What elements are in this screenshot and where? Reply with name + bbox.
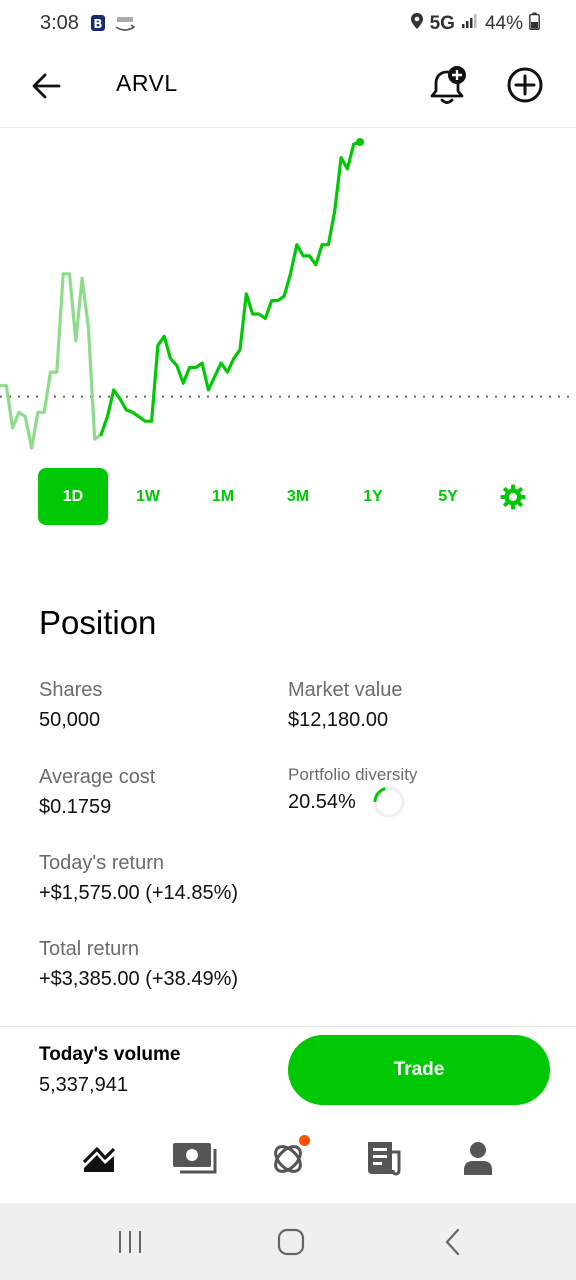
portfolio-diversity-value: 20.54% (288, 791, 356, 813)
current-price-dot (356, 138, 364, 146)
todays-volume-value: 5,337,941 (39, 1074, 128, 1096)
chart-settings-button[interactable] (500, 484, 526, 510)
market-value-value: $12,180.00 (288, 709, 389, 731)
tab-crypto[interactable] (268, 1135, 310, 1178)
back-arrow-icon (32, 73, 61, 99)
todays-return-value: +$1,575.00 (+14.85%) (39, 882, 239, 904)
ticker-title: ARVL (116, 70, 178, 96)
shares-value: 50,000 (39, 709, 101, 731)
portfolio-diversity-label: Portfolio diversity (288, 765, 418, 784)
price-chart[interactable] (0, 130, 576, 460)
average-cost-value: $0.1759 (39, 796, 112, 818)
portfolio-diversity-ring (373, 786, 405, 818)
chart-icon (82, 1147, 116, 1172)
add-to-list-button[interactable] (504, 64, 546, 106)
diversity-ring-fill (373, 786, 405, 818)
location-icon (410, 12, 424, 36)
system-navigation-bar (0, 1203, 576, 1280)
range-tab-1d[interactable]: 1D (38, 468, 108, 525)
range-tab-1m[interactable]: 1M (211, 487, 235, 505)
home-icon (277, 1228, 305, 1256)
crypto-icon (274, 1145, 302, 1173)
range-selector: 1D 1W 1M 3M 1Y 5Y (38, 468, 538, 526)
total-return-label: Total return (39, 938, 140, 960)
back-icon (445, 1228, 460, 1256)
relay-app-icon (114, 14, 136, 37)
signal-icon (461, 13, 479, 35)
news-icon (368, 1142, 401, 1176)
app-header: ARVL (0, 48, 576, 128)
tab-investing[interactable] (79, 1138, 119, 1178)
tab-account[interactable] (458, 1138, 498, 1178)
todays-volume-label: Today's volume (39, 1044, 181, 1065)
battery-percent: 44% (484, 13, 523, 34)
bottom-tab-bar (0, 1120, 576, 1200)
add-circle-icon (507, 67, 543, 103)
section-divider (0, 1026, 576, 1027)
pre-market-price-line (0, 272, 103, 450)
todays-return-label: Today's return (39, 852, 164, 874)
add-alert-button[interactable] (428, 64, 468, 108)
account-icon (464, 1142, 492, 1175)
regular-session-price-line (99, 140, 362, 437)
recents-button[interactable] (110, 1225, 150, 1259)
range-tab-1w[interactable]: 1W (136, 487, 160, 505)
gear-icon (500, 484, 526, 510)
battery-icon (529, 12, 540, 36)
home-button[interactable] (271, 1225, 311, 1259)
cash-icon (173, 1143, 217, 1174)
back-button[interactable] (26, 66, 66, 106)
network-type: 5G (429, 13, 455, 34)
status-indicators: 5G 44% (410, 12, 540, 36)
status-time: 3:08 (40, 12, 79, 34)
trade-button[interactable]: Trade (288, 1035, 550, 1105)
tab-cash[interactable] (172, 1138, 218, 1178)
position-title: Position (39, 604, 157, 641)
average-cost-label: Average cost (39, 766, 156, 788)
b-app-icon: B (90, 14, 106, 37)
range-tab-5y[interactable]: 5Y (438, 487, 458, 505)
crypto-notification-dot (299, 1135, 310, 1146)
range-tab-1y[interactable]: 1Y (363, 487, 383, 505)
system-back-button[interactable] (433, 1225, 473, 1259)
shares-label: Shares (39, 679, 103, 701)
range-tab-3m[interactable]: 3M (286, 487, 310, 505)
recents-icon (119, 1231, 141, 1253)
total-return-value: +$3,385.00 (+38.49%) (39, 968, 239, 990)
market-value-label: Market value (288, 679, 403, 701)
tab-news[interactable] (363, 1138, 403, 1178)
svg-text:B: B (93, 17, 102, 31)
status-bar: 3:08 B 5G 44% (0, 0, 576, 48)
bell-plus-icon (430, 66, 466, 104)
